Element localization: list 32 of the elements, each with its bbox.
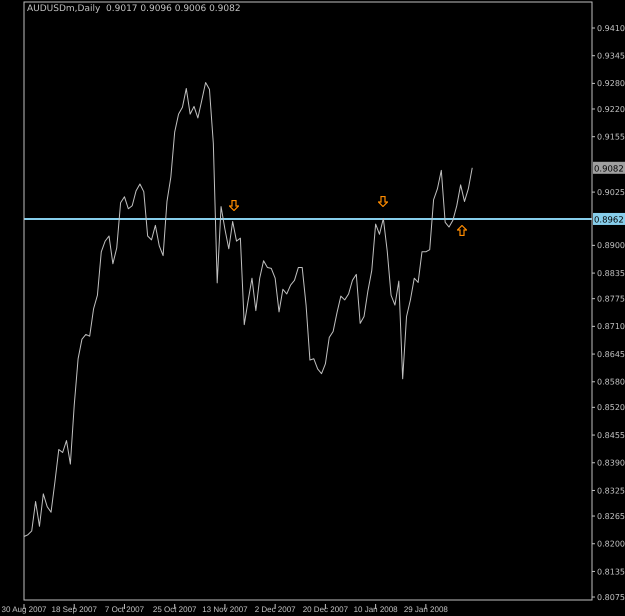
y-tick-label: 0.8325 (597, 486, 625, 496)
y-tick-label: 0.8390 (597, 458, 625, 468)
y-tick-label: 0.8835 (597, 268, 625, 278)
y-tick-label: 0.8580 (597, 378, 625, 387)
y-tick-label: 0.8075 (597, 592, 625, 602)
y-tick-label: 0.8135 (597, 567, 625, 576)
y-tick-label: 0.9280 (597, 79, 625, 88)
x-tick-label: 13 Nov 2007 (202, 605, 248, 614)
y-tick-label: 0.8710 (597, 322, 625, 332)
x-tick-label: 30 Aug 2007 (2, 605, 48, 614)
x-tick-label: 18 Sep 2007 (52, 605, 98, 614)
y-tick-label: 0.8775 (597, 294, 625, 304)
ref-line-label: 0.8962 (594, 215, 624, 226)
x-tick-label: 20 Dec 2007 (302, 605, 349, 614)
x-tick-label: 2 Dec 2007 (254, 605, 296, 614)
y-tick-label: 0.8520 (597, 403, 625, 412)
y-tick-label: 0.9220 (597, 104, 625, 114)
x-tick-label: 25 Oct 2007 (152, 605, 198, 614)
y-tick-label: 0.8265 (597, 512, 625, 521)
text: 0.9082 (594, 164, 624, 174)
y-tick-label: 0.9025 (597, 188, 625, 197)
y-tick-label: 0.9410 (597, 24, 625, 33)
x-tick-label: 7 Oct 2007 (104, 605, 145, 614)
chart-title: AUDUSDm,Daily 0.9017 0.9096 0.9006 0.9082 (27, 4, 241, 14)
x-tick-label: 10 Jan 2008 (354, 605, 398, 614)
y-tick-label: 0.9155 (597, 132, 625, 142)
y-tick-label: 0.9345 (597, 52, 625, 61)
y-tick-label: 0.8900 (597, 241, 625, 250)
x-tick-label: 29 Jan 2008 (404, 605, 448, 614)
y-tick-label: 0.8645 (597, 350, 625, 359)
y-tick-label: 0.8455 (597, 430, 625, 440)
y-tick-label: 0.8200 (597, 540, 625, 549)
